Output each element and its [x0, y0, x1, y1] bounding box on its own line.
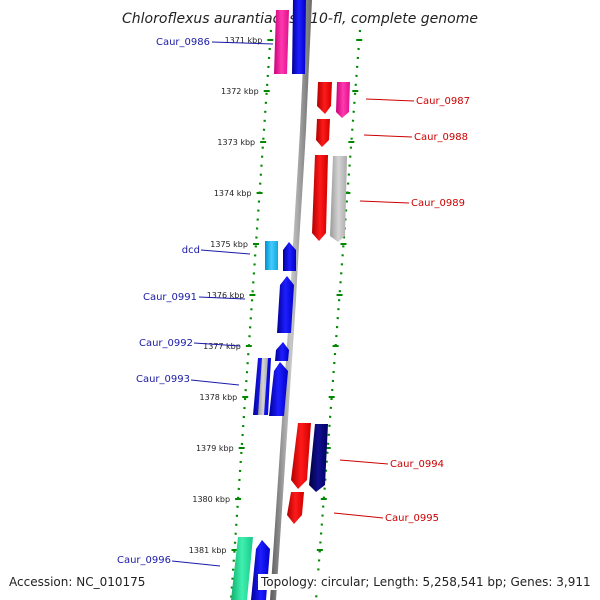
accession-text: Accession: NC_010175 [6, 574, 149, 590]
axis-tick-label: 1371 kbp [225, 36, 263, 45]
gene-label-caur-0986[interactable]: Caur_0986 [156, 37, 210, 48]
gene-caur-0987-a[interactable] [317, 82, 332, 114]
axis-tick-label: 1374 kbp [214, 189, 252, 198]
gene-labels: Caur_0986 dcd Caur_0991 Caur_0992 Caur_0… [117, 37, 470, 566]
gene-caur-0988[interactable] [316, 119, 330, 147]
leader-lines [171, 41, 415, 567]
gene-label-caur-0996[interactable]: Caur_0996 [117, 555, 171, 566]
axis-tick-label: 1378 kbp [200, 393, 238, 402]
gene-caur-0996[interactable] [231, 537, 253, 600]
axis-tick-label: 1373 kbp [217, 138, 255, 147]
axis-tick-label: 1376 kbp [207, 291, 245, 300]
left-dotted-boundary [229, 29, 273, 600]
gene-label-caur-0989[interactable]: Caur_0989 [411, 198, 465, 209]
axis-tick-label: 1380 kbp [192, 495, 230, 504]
gene-caur-0989-b[interactable] [330, 156, 347, 242]
gene-caur-0989-a[interactable] [312, 155, 328, 241]
gene-dcd[interactable] [265, 241, 278, 270]
gene-caur-0987-b[interactable] [336, 82, 350, 118]
axis-tick-label: 1375 kbp [210, 240, 248, 249]
gene-caur-0986[interactable] [274, 10, 289, 74]
axis-ticks: 1371 kbp 1372 kbp 1373 kbp 1374 kbp 1375 kbp… [189, 36, 363, 555]
gene-caur-0992[interactable] [275, 342, 289, 361]
gene-forward-top[interactable] [292, 0, 306, 74]
gene-forward-bottom[interactable] [251, 540, 270, 600]
axis-tick-label: 1377 kbp [203, 342, 241, 351]
gene-caur-0991[interactable] [277, 276, 294, 333]
gene-label-caur-0992[interactable]: Caur_0992 [139, 338, 193, 349]
gene-label-caur-0995[interactable]: Caur_0995 [385, 513, 439, 524]
gene-label-caur-0994[interactable]: Caur_0994 [390, 459, 444, 470]
gene-caur-0994-b[interactable] [309, 424, 328, 492]
gene-caur-0993-c[interactable] [269, 362, 288, 416]
axis-tick-label: 1379 kbp [196, 444, 234, 453]
gene-label-dcd[interactable]: dcd [182, 245, 200, 256]
gene-caur-0993-b[interactable] [258, 358, 268, 415]
axis-tick-label: 1381 kbp [189, 546, 227, 555]
gene-label-caur-0993[interactable]: Caur_0993 [136, 374, 190, 385]
axis-tick-label: 1372 kbp [221, 87, 259, 96]
gene-caur-0995[interactable] [287, 492, 304, 524]
gene-caur-0994-a[interactable] [291, 423, 311, 489]
gene-label-caur-0988[interactable]: Caur_0988 [414, 132, 468, 143]
topology-text: Topology: circular; Length: 5,258,541 bp… [258, 574, 594, 590]
gene-label-caur-0991[interactable]: Caur_0991 [143, 292, 197, 303]
gene-forward-dcd[interactable] [283, 242, 296, 271]
gene-label-caur-0987[interactable]: Caur_0987 [416, 96, 470, 107]
